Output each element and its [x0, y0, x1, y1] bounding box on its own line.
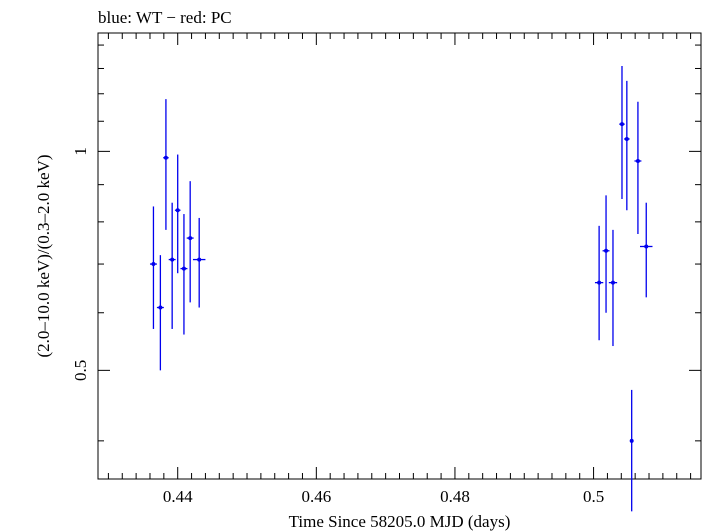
- data-point: [619, 66, 625, 200]
- chart-title: blue: WT − red: PC: [98, 8, 232, 27]
- x-tick-label: 0.46: [301, 487, 331, 506]
- data-point: [634, 101, 642, 234]
- point-marker: [619, 122, 624, 127]
- data-point: [594, 225, 604, 341]
- point-marker: [635, 158, 640, 163]
- point-marker: [163, 155, 168, 160]
- x-tick-label: 0.5: [583, 487, 604, 506]
- data-point: [156, 255, 164, 371]
- point-marker: [604, 248, 609, 253]
- data-point: [640, 202, 653, 298]
- axis-ticks: [98, 33, 701, 479]
- point-marker: [151, 262, 156, 267]
- y-tick-label: 0.5: [71, 360, 90, 381]
- data-point: [174, 154, 181, 274]
- point-marker: [624, 136, 629, 141]
- data-point: [192, 217, 206, 308]
- data-points: [149, 66, 653, 512]
- point-marker: [197, 257, 202, 262]
- point-marker: [170, 257, 175, 262]
- data-point: [629, 389, 634, 512]
- point-marker: [610, 280, 615, 285]
- data-point: [602, 195, 610, 313]
- data-point: [180, 214, 188, 335]
- point-marker: [188, 236, 193, 241]
- y-axis-label: (2.0–10.0 keV)/(0.3–2.0 keV): [34, 154, 53, 357]
- plot-frame: [97, 32, 702, 480]
- data-point: [168, 202, 176, 329]
- x-tick-label: 0.48: [440, 487, 470, 506]
- data-point: [163, 99, 169, 230]
- x-tick-labels: 0.44 0.46 0.48 0.5: [163, 487, 604, 506]
- x-tick-label: 0.44: [163, 487, 193, 506]
- y-tick-labels: 0.51: [71, 147, 90, 381]
- point-marker: [597, 280, 602, 285]
- y-tick-label: 1: [71, 147, 90, 156]
- point-marker: [175, 208, 180, 213]
- point-marker: [158, 305, 163, 310]
- point-marker: [629, 438, 634, 443]
- point-marker: [181, 266, 186, 271]
- data-point: [149, 206, 157, 329]
- data-point: [624, 80, 630, 211]
- x-axis-label: Time Since 58205.0 MJD (days): [289, 512, 511, 531]
- data-point: [186, 181, 194, 303]
- point-marker: [644, 244, 649, 249]
- data-point: [608, 229, 618, 347]
